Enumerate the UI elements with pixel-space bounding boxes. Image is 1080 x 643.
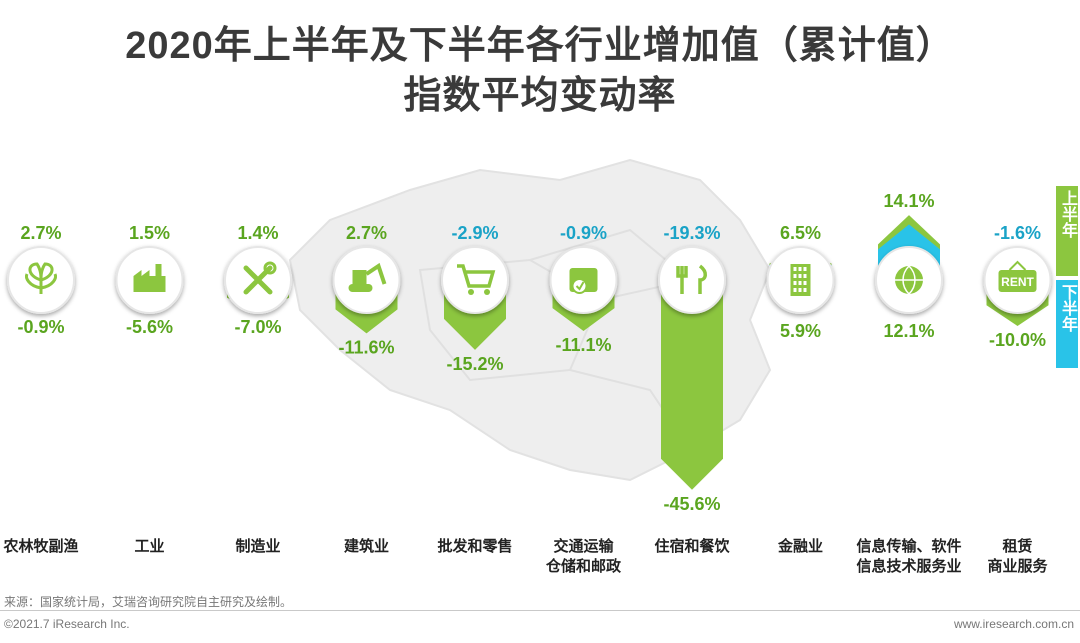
category-label: 金融业	[777, 538, 823, 555]
data-label-second-half: -10.0%	[989, 330, 1046, 350]
chart-title-line2: 指数平均变动率	[403, 75, 677, 117]
data-label-first-half: 6.5%	[780, 223, 821, 243]
category-label: 制造业	[235, 538, 281, 555]
fork-knife-icon	[676, 264, 707, 294]
data-label-first-half: 1.4%	[237, 223, 278, 243]
footer-divider	[0, 610, 1080, 611]
data-label-first-half: 14.1%	[883, 191, 934, 211]
excavator-icon	[348, 262, 387, 292]
rent-sign-icon: RENT	[998, 260, 1037, 292]
category-group: 14.1% 12.1%	[875, 191, 943, 341]
category-label: 租赁 商业服务	[987, 538, 1048, 575]
building-icon	[790, 264, 811, 296]
data-label-second-half: -0.9%	[17, 317, 64, 337]
data-label-first-half: 1.5%	[129, 223, 170, 243]
category-group: -0.9% -11.1%	[549, 223, 618, 355]
bar-second-half	[661, 280, 723, 490]
category-icon-circle	[658, 246, 726, 314]
category-group: 2.7% -0.9%	[7, 223, 75, 337]
svg-text:RENT: RENT	[1001, 275, 1034, 289]
leaves-icon	[25, 262, 57, 294]
tools-icon	[243, 261, 277, 295]
shopping-cart-icon	[457, 264, 496, 295]
data-label-second-half: -15.2%	[446, 354, 503, 374]
data-label-first-half: -0.9%	[560, 223, 607, 243]
data-label-second-half: -45.6%	[663, 494, 720, 514]
data-label-second-half: 5.9%	[780, 321, 821, 341]
data-label-second-half: -11.1%	[555, 335, 611, 355]
category-label: 交通运输 仓储和邮政	[545, 538, 621, 575]
source-note: 来源：国家统计局，艾瑞咨询研究院自主研究及绘制。	[4, 595, 293, 609]
data-label-first-half: 2.7%	[20, 223, 61, 243]
data-label-first-half: -1.6%	[994, 223, 1041, 243]
legend-first-half: 上半年	[1056, 186, 1078, 276]
category-label: 农林牧副渔	[3, 538, 79, 555]
chart-title-line1: 2020年上半年及下半年各行业增加值（累计值）	[125, 25, 955, 67]
category-label: 批发和零售	[437, 538, 513, 555]
package-icon	[569, 268, 598, 294]
data-label-first-half: -19.3%	[663, 223, 720, 243]
legend-second-half-label: 下半年	[1059, 284, 1076, 332]
copyright: ©2021.7 iResearch Inc.	[4, 617, 130, 631]
category-label: 信息传输、软件 信息技术服务业	[856, 538, 962, 575]
category-group: RENT -1.6% -10.0%	[983, 223, 1052, 350]
category-label: 建筑业	[343, 538, 389, 555]
website: www.iresearch.com.cn	[953, 617, 1074, 631]
data-label-first-half: -2.9%	[451, 223, 498, 243]
globe-icon	[895, 265, 923, 295]
legend-second-half: 下半年	[1056, 280, 1078, 368]
category-group: -19.3% -45.6%	[658, 223, 726, 514]
category-group: 2.7% -11.6%	[332, 223, 401, 357]
category-group: 1.4% -7.0%	[224, 223, 292, 337]
category-label: 住宿和餐饮	[654, 538, 730, 555]
category-group: -2.9% -15.2%	[441, 223, 509, 374]
legend-first-half-label: 上半年	[1059, 190, 1076, 238]
data-label-second-half: -7.0%	[234, 317, 281, 337]
factory-icon	[133, 264, 166, 292]
category-label: 工业	[134, 538, 165, 555]
data-label-second-half: -11.6%	[338, 337, 394, 357]
category-group: 1.5% -5.6%	[115, 223, 184, 337]
category-group: 6.5% 5.9%	[766, 223, 835, 341]
data-label-second-half: 12.1%	[883, 321, 934, 341]
category-icon-circle	[441, 246, 509, 314]
data-label-first-half: 2.7%	[346, 223, 387, 243]
data-label-second-half: -5.6%	[126, 317, 173, 337]
